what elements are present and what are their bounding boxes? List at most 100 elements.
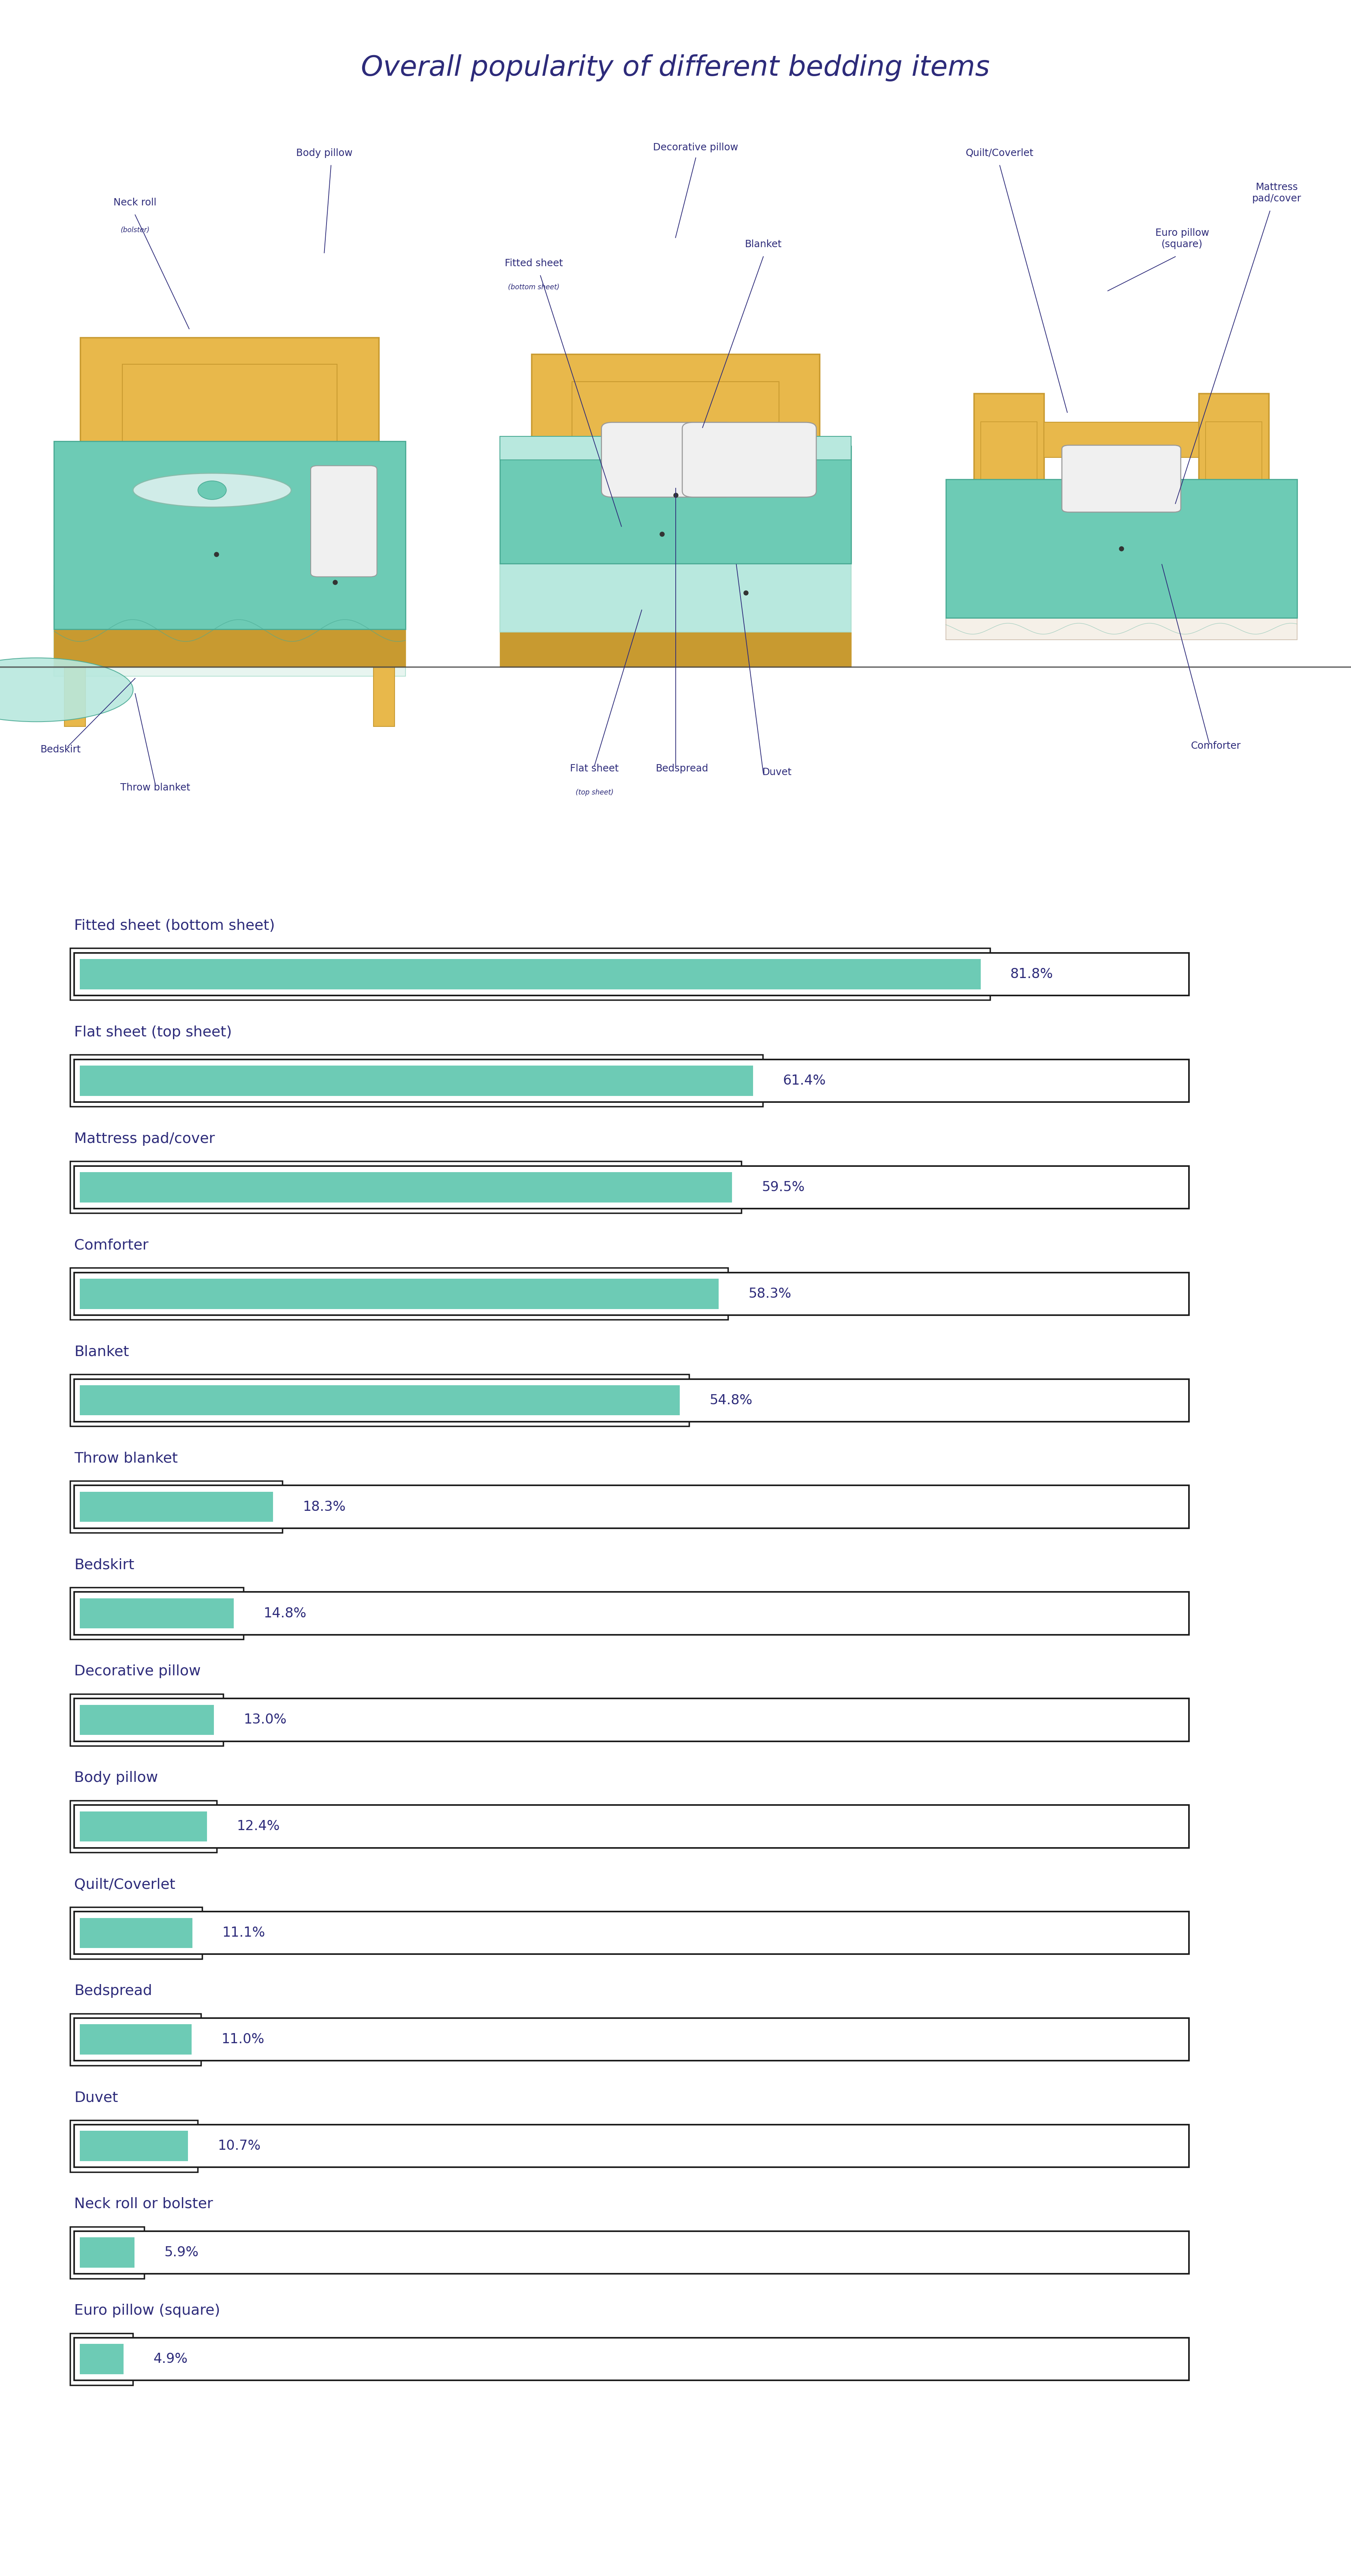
Text: Comforter: Comforter [1190, 742, 1242, 750]
Text: 4.9%: 4.9% [153, 2352, 188, 2365]
Text: Bedskirt: Bedskirt [74, 1558, 135, 1571]
Bar [74, 2339, 1189, 2380]
Bar [70, 2226, 145, 2280]
Bar [80, 1919, 193, 1947]
Text: Body pillow: Body pillow [296, 149, 353, 157]
FancyBboxPatch shape [1062, 446, 1181, 513]
Bar [70, 1906, 203, 1958]
Bar [80, 1172, 732, 1203]
Text: Bedskirt: Bedskirt [41, 744, 81, 755]
Text: sleepjunkie: sleepjunkie [1143, 2491, 1310, 2514]
Text: Blanket: Blanket [744, 240, 782, 250]
Bar [70, 1801, 216, 1852]
Bar [571, 381, 780, 510]
Text: 18.3%: 18.3% [303, 1499, 346, 1515]
Bar [74, 2125, 1189, 2166]
Bar [946, 479, 1297, 618]
Text: Blanket: Blanket [74, 1345, 130, 1358]
Bar [74, 2231, 1189, 2275]
Text: Duvet: Duvet [74, 2092, 118, 2105]
FancyBboxPatch shape [311, 466, 377, 577]
Bar [74, 1592, 1189, 1636]
Ellipse shape [197, 482, 227, 500]
Bar [122, 363, 338, 502]
Bar [80, 2025, 192, 2056]
Text: Flat sheet (top sheet): Flat sheet (top sheet) [74, 1025, 232, 1038]
Text: Mattress
pad/cover: Mattress pad/cover [1252, 183, 1301, 204]
Text: (top sheet): (top sheet) [576, 788, 613, 796]
Text: SOURCE: Survey of 2,700 U.S. residents: SOURCE: Survey of 2,700 U.S. residents [41, 2494, 420, 2512]
Bar [70, 2014, 201, 2066]
Bar [80, 1811, 207, 1842]
Text: 58.3%: 58.3% [748, 1288, 792, 1301]
Bar [70, 1481, 282, 1533]
Bar [974, 394, 1044, 554]
Text: Euro pillow
(square): Euro pillow (square) [1155, 229, 1209, 250]
Text: Quilt/Coverlet: Quilt/Coverlet [74, 1878, 176, 1891]
Text: (bolster): (bolster) [120, 227, 150, 234]
Bar [74, 1486, 1189, 1528]
Bar [946, 618, 1297, 639]
Bar [70, 1376, 689, 1427]
Text: 10.7%: 10.7% [218, 2138, 261, 2154]
Bar [74, 1911, 1189, 1955]
Bar [74, 953, 1189, 994]
Bar [70, 2334, 132, 2385]
Bar [80, 1278, 719, 1309]
Bar [70, 1267, 728, 1319]
Ellipse shape [132, 474, 292, 507]
Text: Neck roll or bolster: Neck roll or bolster [74, 2197, 213, 2210]
Bar [80, 2130, 188, 2161]
Text: 11.1%: 11.1% [223, 1927, 265, 1940]
Bar [80, 2239, 135, 2267]
Bar [80, 1705, 213, 1736]
Bar [500, 631, 851, 667]
Text: 81.8%: 81.8% [1011, 969, 1054, 981]
Text: Bedspread: Bedspread [655, 762, 709, 773]
Text: Flat sheet: Flat sheet [570, 762, 619, 773]
Bar [981, 422, 1038, 541]
Bar [80, 2344, 123, 2375]
Bar [1205, 422, 1262, 541]
Bar [531, 355, 820, 536]
Text: Neck roll: Neck roll [113, 198, 157, 206]
Text: Euro pillow (square): Euro pillow (square) [74, 2303, 220, 2318]
Bar [374, 667, 394, 726]
Text: 54.8%: 54.8% [709, 1394, 753, 1406]
Bar [1044, 422, 1198, 459]
FancyBboxPatch shape [682, 422, 816, 497]
Bar [81, 337, 378, 528]
Bar [70, 1054, 763, 1108]
Text: 5.9%: 5.9% [165, 2246, 199, 2259]
Bar [65, 667, 85, 726]
Text: Bedspread: Bedspread [74, 1984, 153, 1999]
Text: 13.0%: 13.0% [243, 1713, 286, 1726]
Bar [500, 564, 851, 631]
Bar [80, 1492, 273, 1522]
Text: Decorative pillow: Decorative pillow [653, 142, 739, 152]
Bar [74, 1698, 1189, 1741]
Bar [74, 1059, 1189, 1103]
Text: Mattress pad/cover: Mattress pad/cover [74, 1131, 215, 1146]
Bar [70, 1162, 742, 1213]
Bar [74, 1806, 1189, 1847]
Text: 59.5%: 59.5% [762, 1180, 805, 1193]
Text: 11.0%: 11.0% [222, 2032, 265, 2045]
Bar [80, 1597, 234, 1628]
Bar [54, 440, 405, 629]
Text: Body pillow: Body pillow [74, 1772, 158, 1785]
Bar [1198, 394, 1269, 554]
Bar [500, 435, 851, 459]
Text: (bottom sheet): (bottom sheet) [508, 283, 559, 291]
Bar [74, 1167, 1189, 1208]
Text: 14.8%: 14.8% [263, 1607, 307, 1620]
FancyBboxPatch shape [601, 422, 735, 497]
Bar [70, 948, 990, 999]
Text: Duvet: Duvet [762, 768, 792, 778]
Text: Fitted sheet (bottom sheet): Fitted sheet (bottom sheet) [74, 920, 276, 933]
Bar [74, 2017, 1189, 2061]
Ellipse shape [0, 657, 132, 721]
Bar [80, 958, 981, 989]
Bar [80, 1066, 754, 1095]
Bar [70, 2120, 197, 2172]
